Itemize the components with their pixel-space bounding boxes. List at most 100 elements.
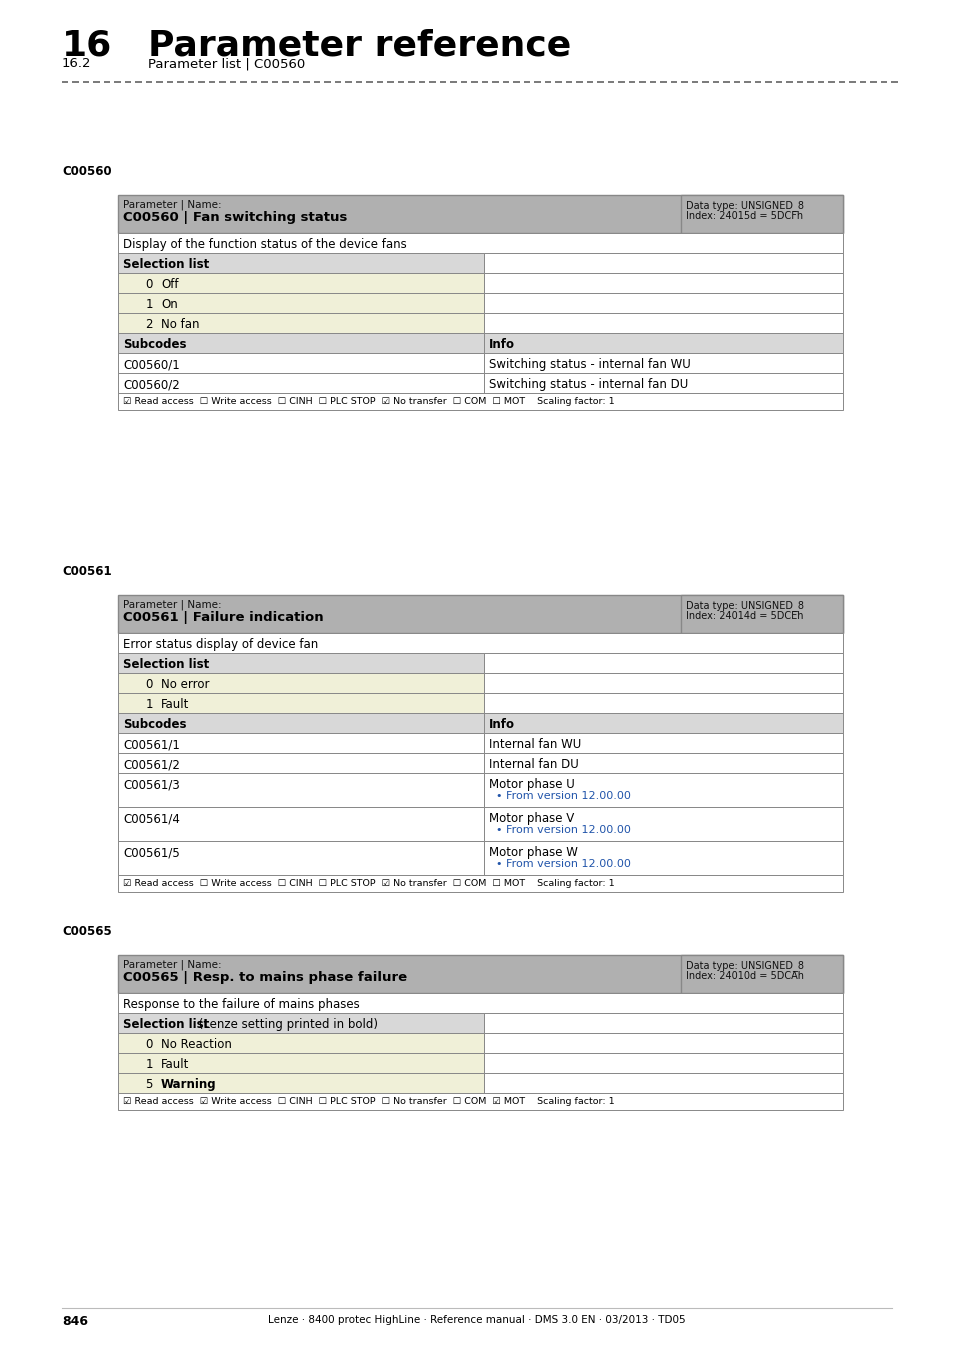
Text: 16: 16 (62, 28, 112, 62)
Text: Off: Off (161, 278, 178, 292)
Bar (483, 333, 842, 352)
Bar (118, 1094, 842, 1110)
Bar (483, 774, 842, 807)
Text: 846: 846 (62, 1315, 88, 1328)
Bar (118, 841, 483, 875)
Bar (483, 293, 842, 313)
Bar (483, 807, 842, 841)
Text: Parameter list | C00560: Parameter list | C00560 (148, 57, 305, 70)
Bar (118, 807, 483, 841)
Text: Internal fan DU: Internal fan DU (489, 757, 578, 771)
Bar (118, 273, 483, 293)
Bar (118, 1053, 483, 1073)
Text: 1: 1 (146, 698, 152, 711)
Text: 1: 1 (146, 298, 152, 311)
Text: On: On (161, 298, 177, 311)
Text: C00565 | Resp. to mains phase failure: C00565 | Resp. to mains phase failure (123, 971, 407, 984)
Text: • From version 12.00.00: • From version 12.00.00 (496, 825, 630, 836)
Text: 1: 1 (146, 1058, 152, 1071)
Text: Switching status - internal fan WU: Switching status - internal fan WU (489, 358, 690, 371)
Bar (118, 633, 842, 653)
Text: No fan: No fan (161, 319, 199, 331)
Text: Selection list: Selection list (123, 1018, 209, 1031)
Bar (483, 1073, 842, 1094)
Text: ☑ Read access  ☐ Write access  ☐ CINH  ☐ PLC STOP  ☑ No transfer  ☐ COM  ☐ MOT  : ☑ Read access ☐ Write access ☐ CINH ☐ PL… (123, 879, 614, 888)
Bar (118, 595, 842, 633)
Text: C00561/4: C00561/4 (123, 811, 180, 825)
Bar (118, 373, 483, 393)
Bar (118, 333, 483, 352)
Bar (118, 1033, 483, 1053)
Bar (118, 954, 842, 994)
Bar (483, 713, 842, 733)
Text: Motor phase U: Motor phase U (489, 778, 574, 791)
Bar (483, 252, 842, 273)
Text: Data type: UNSIGNED_8: Data type: UNSIGNED_8 (685, 960, 803, 971)
Text: Error status display of device fan: Error status display of device fan (123, 639, 318, 651)
Bar (118, 252, 483, 273)
Text: Internal fan WU: Internal fan WU (489, 738, 580, 751)
Bar (483, 674, 842, 693)
Text: C00560 | Fan switching status: C00560 | Fan switching status (123, 211, 347, 224)
Text: Lenze · 8400 protec HighLine · Reference manual · DMS 3.0 EN · 03/2013 · TD05: Lenze · 8400 protec HighLine · Reference… (268, 1315, 685, 1324)
Text: Selection list: Selection list (123, 657, 209, 671)
Bar (118, 693, 483, 713)
Text: C00560/1: C00560/1 (123, 358, 179, 371)
Text: Parameter | Name:: Parameter | Name: (123, 599, 221, 609)
Bar (118, 674, 483, 693)
Bar (118, 713, 483, 733)
Bar (118, 774, 483, 807)
Text: Switching status - internal fan DU: Switching status - internal fan DU (489, 378, 687, 392)
Text: No Reaction: No Reaction (161, 1038, 232, 1052)
Text: Parameter reference: Parameter reference (148, 28, 571, 62)
Text: Index: 24014d = 5DCEh: Index: 24014d = 5DCEh (685, 612, 802, 621)
Bar (118, 753, 483, 774)
Text: Data type: UNSIGNED_8: Data type: UNSIGNED_8 (685, 599, 803, 612)
Text: Parameter | Name:: Parameter | Name: (123, 198, 221, 209)
Text: C00561/3: C00561/3 (123, 778, 179, 791)
Text: C00561/5: C00561/5 (123, 846, 179, 859)
Text: C00561: C00561 (62, 566, 112, 578)
Text: Fault: Fault (161, 1058, 190, 1071)
Bar (680, 194, 842, 234)
Bar (483, 841, 842, 875)
Text: Index: 24015d = 5DCFh: Index: 24015d = 5DCFh (685, 211, 802, 221)
Bar (483, 653, 842, 674)
Text: C00560: C00560 (62, 165, 112, 178)
Bar (483, 313, 842, 333)
Text: ☑ Read access  ☑ Write access  ☐ CINH  ☐ PLC STOP  ☐ No transfer  ☐ COM  ☑ MOT  : ☑ Read access ☑ Write access ☐ CINH ☐ PL… (123, 1098, 614, 1106)
Text: 0: 0 (146, 1038, 152, 1052)
Text: No error: No error (161, 678, 210, 691)
Text: 0: 0 (146, 278, 152, 292)
Bar (483, 733, 842, 753)
Text: Subcodes: Subcodes (123, 338, 186, 351)
Bar (118, 875, 842, 892)
Text: Warning: Warning (161, 1079, 216, 1091)
Text: Motor phase W: Motor phase W (489, 846, 578, 859)
Bar (483, 753, 842, 774)
Text: Index: 24010d = 5DCAh: Index: 24010d = 5DCAh (685, 971, 803, 981)
Text: Selection list: Selection list (123, 258, 209, 271)
Text: • From version 12.00.00: • From version 12.00.00 (496, 859, 630, 869)
Bar (118, 393, 842, 410)
Text: 5: 5 (146, 1079, 152, 1091)
Text: Data type: UNSIGNED_8: Data type: UNSIGNED_8 (685, 200, 803, 211)
Bar (680, 954, 842, 994)
Bar (118, 733, 483, 753)
Bar (118, 1012, 483, 1033)
Bar (118, 234, 842, 252)
Bar (118, 313, 483, 333)
Bar (483, 1053, 842, 1073)
Text: Info: Info (489, 718, 515, 730)
Text: C00561/1: C00561/1 (123, 738, 180, 751)
Bar (483, 352, 842, 373)
Text: 16.2: 16.2 (62, 57, 91, 70)
Bar (483, 373, 842, 393)
Text: Response to the failure of mains phases: Response to the failure of mains phases (123, 998, 359, 1011)
Bar (483, 273, 842, 293)
Text: Parameter | Name:: Parameter | Name: (123, 958, 221, 969)
Text: Info: Info (489, 338, 515, 351)
Bar (118, 1073, 483, 1094)
Text: 0: 0 (146, 678, 152, 691)
Bar (118, 194, 842, 234)
